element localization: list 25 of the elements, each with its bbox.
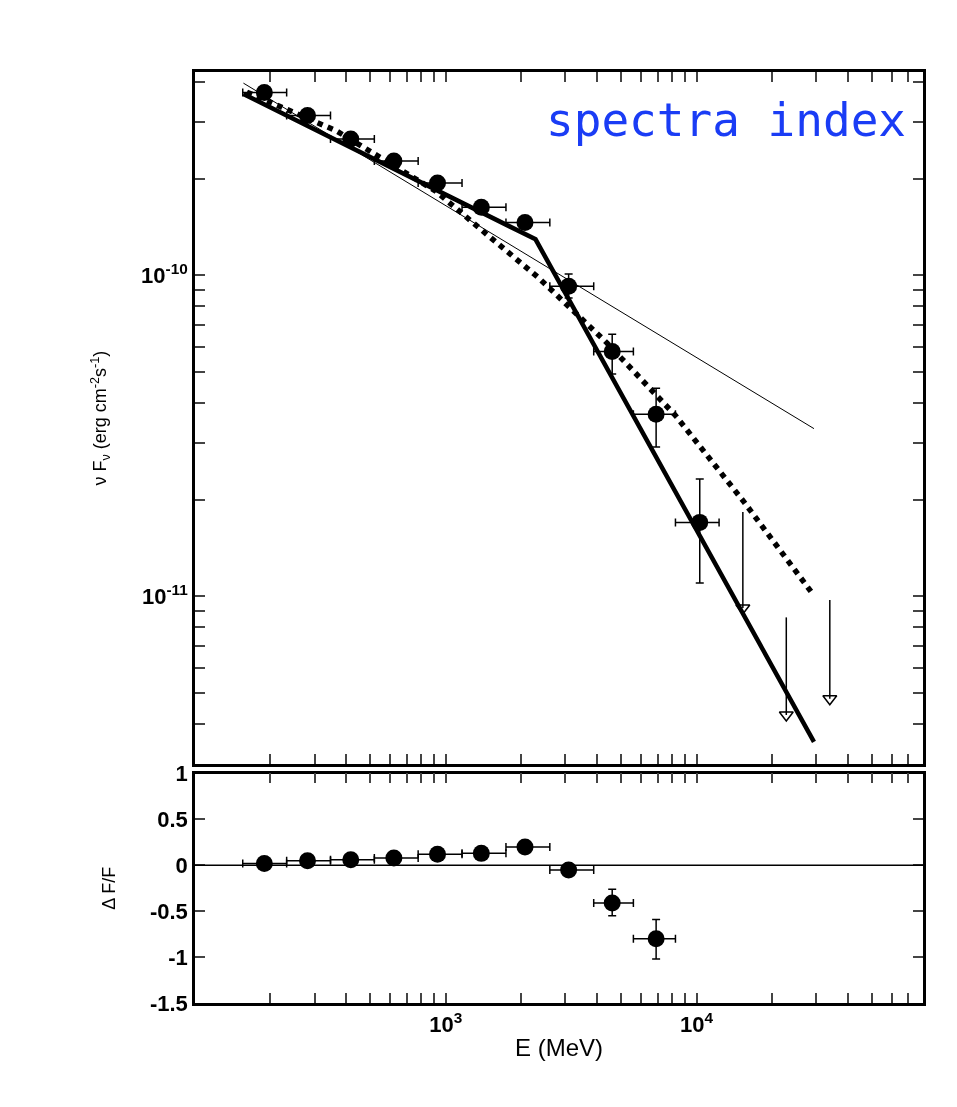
y-tick-label: 1 — [175, 761, 188, 787]
y-tick-label: -1.5 — [149, 990, 188, 1016]
y-tick-label: 10$^{-11}$ — [141, 580, 189, 610]
point — [603, 894, 621, 912]
point — [516, 838, 534, 856]
y-axis-title: Δ F/F — [99, 866, 120, 910]
point — [647, 405, 665, 423]
y-tick-label: 0 — [175, 853, 188, 879]
y-tick-label: 0.5 — [157, 807, 188, 833]
y-tick-label: -0.5 — [149, 898, 188, 924]
point — [342, 851, 360, 869]
point — [472, 844, 490, 862]
annotation: spectra index — [546, 93, 907, 147]
point — [429, 845, 447, 863]
point — [560, 861, 578, 879]
point — [255, 854, 273, 872]
point — [299, 852, 317, 870]
point — [516, 214, 534, 232]
point — [385, 849, 403, 867]
point — [647, 930, 665, 948]
x-axis-title: E (MeV) — [514, 1034, 604, 1062]
x-tick-label: 10$^{3}$ — [429, 1008, 463, 1038]
y-tick-label: 10$^{-10}$ — [141, 259, 188, 289]
y-tick-label: -1 — [168, 944, 188, 970]
x-tick-label: 10$^{4}$ — [680, 1008, 714, 1038]
